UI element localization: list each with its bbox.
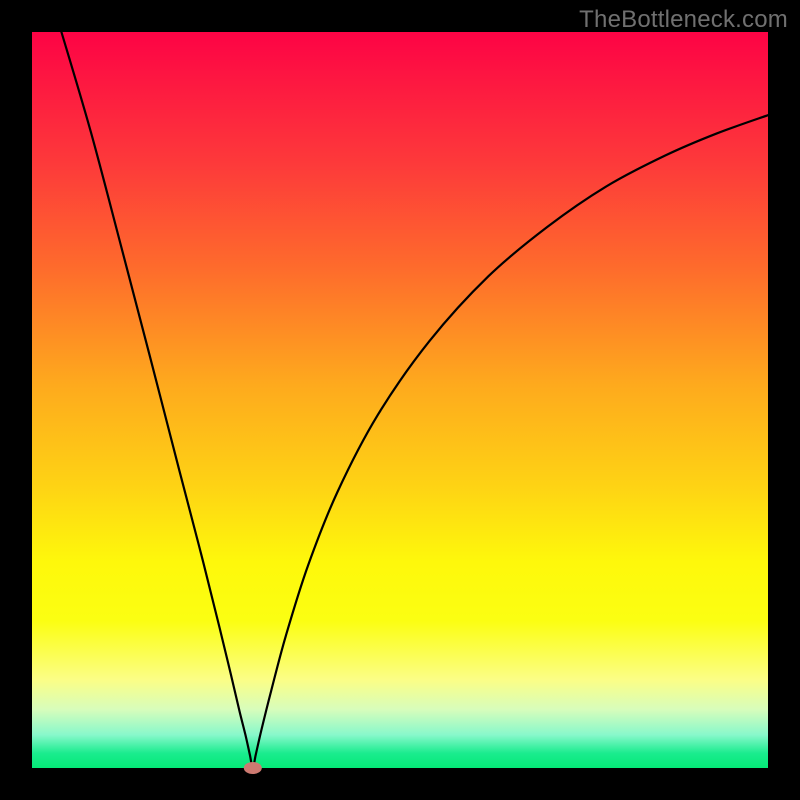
bottleneck-chart: [0, 0, 800, 800]
chart-container: TheBottleneck.com: [0, 0, 800, 800]
plot-background: [32, 32, 768, 768]
watermark-text: TheBottleneck.com: [579, 6, 788, 34]
optimal-point-marker: [244, 762, 262, 774]
